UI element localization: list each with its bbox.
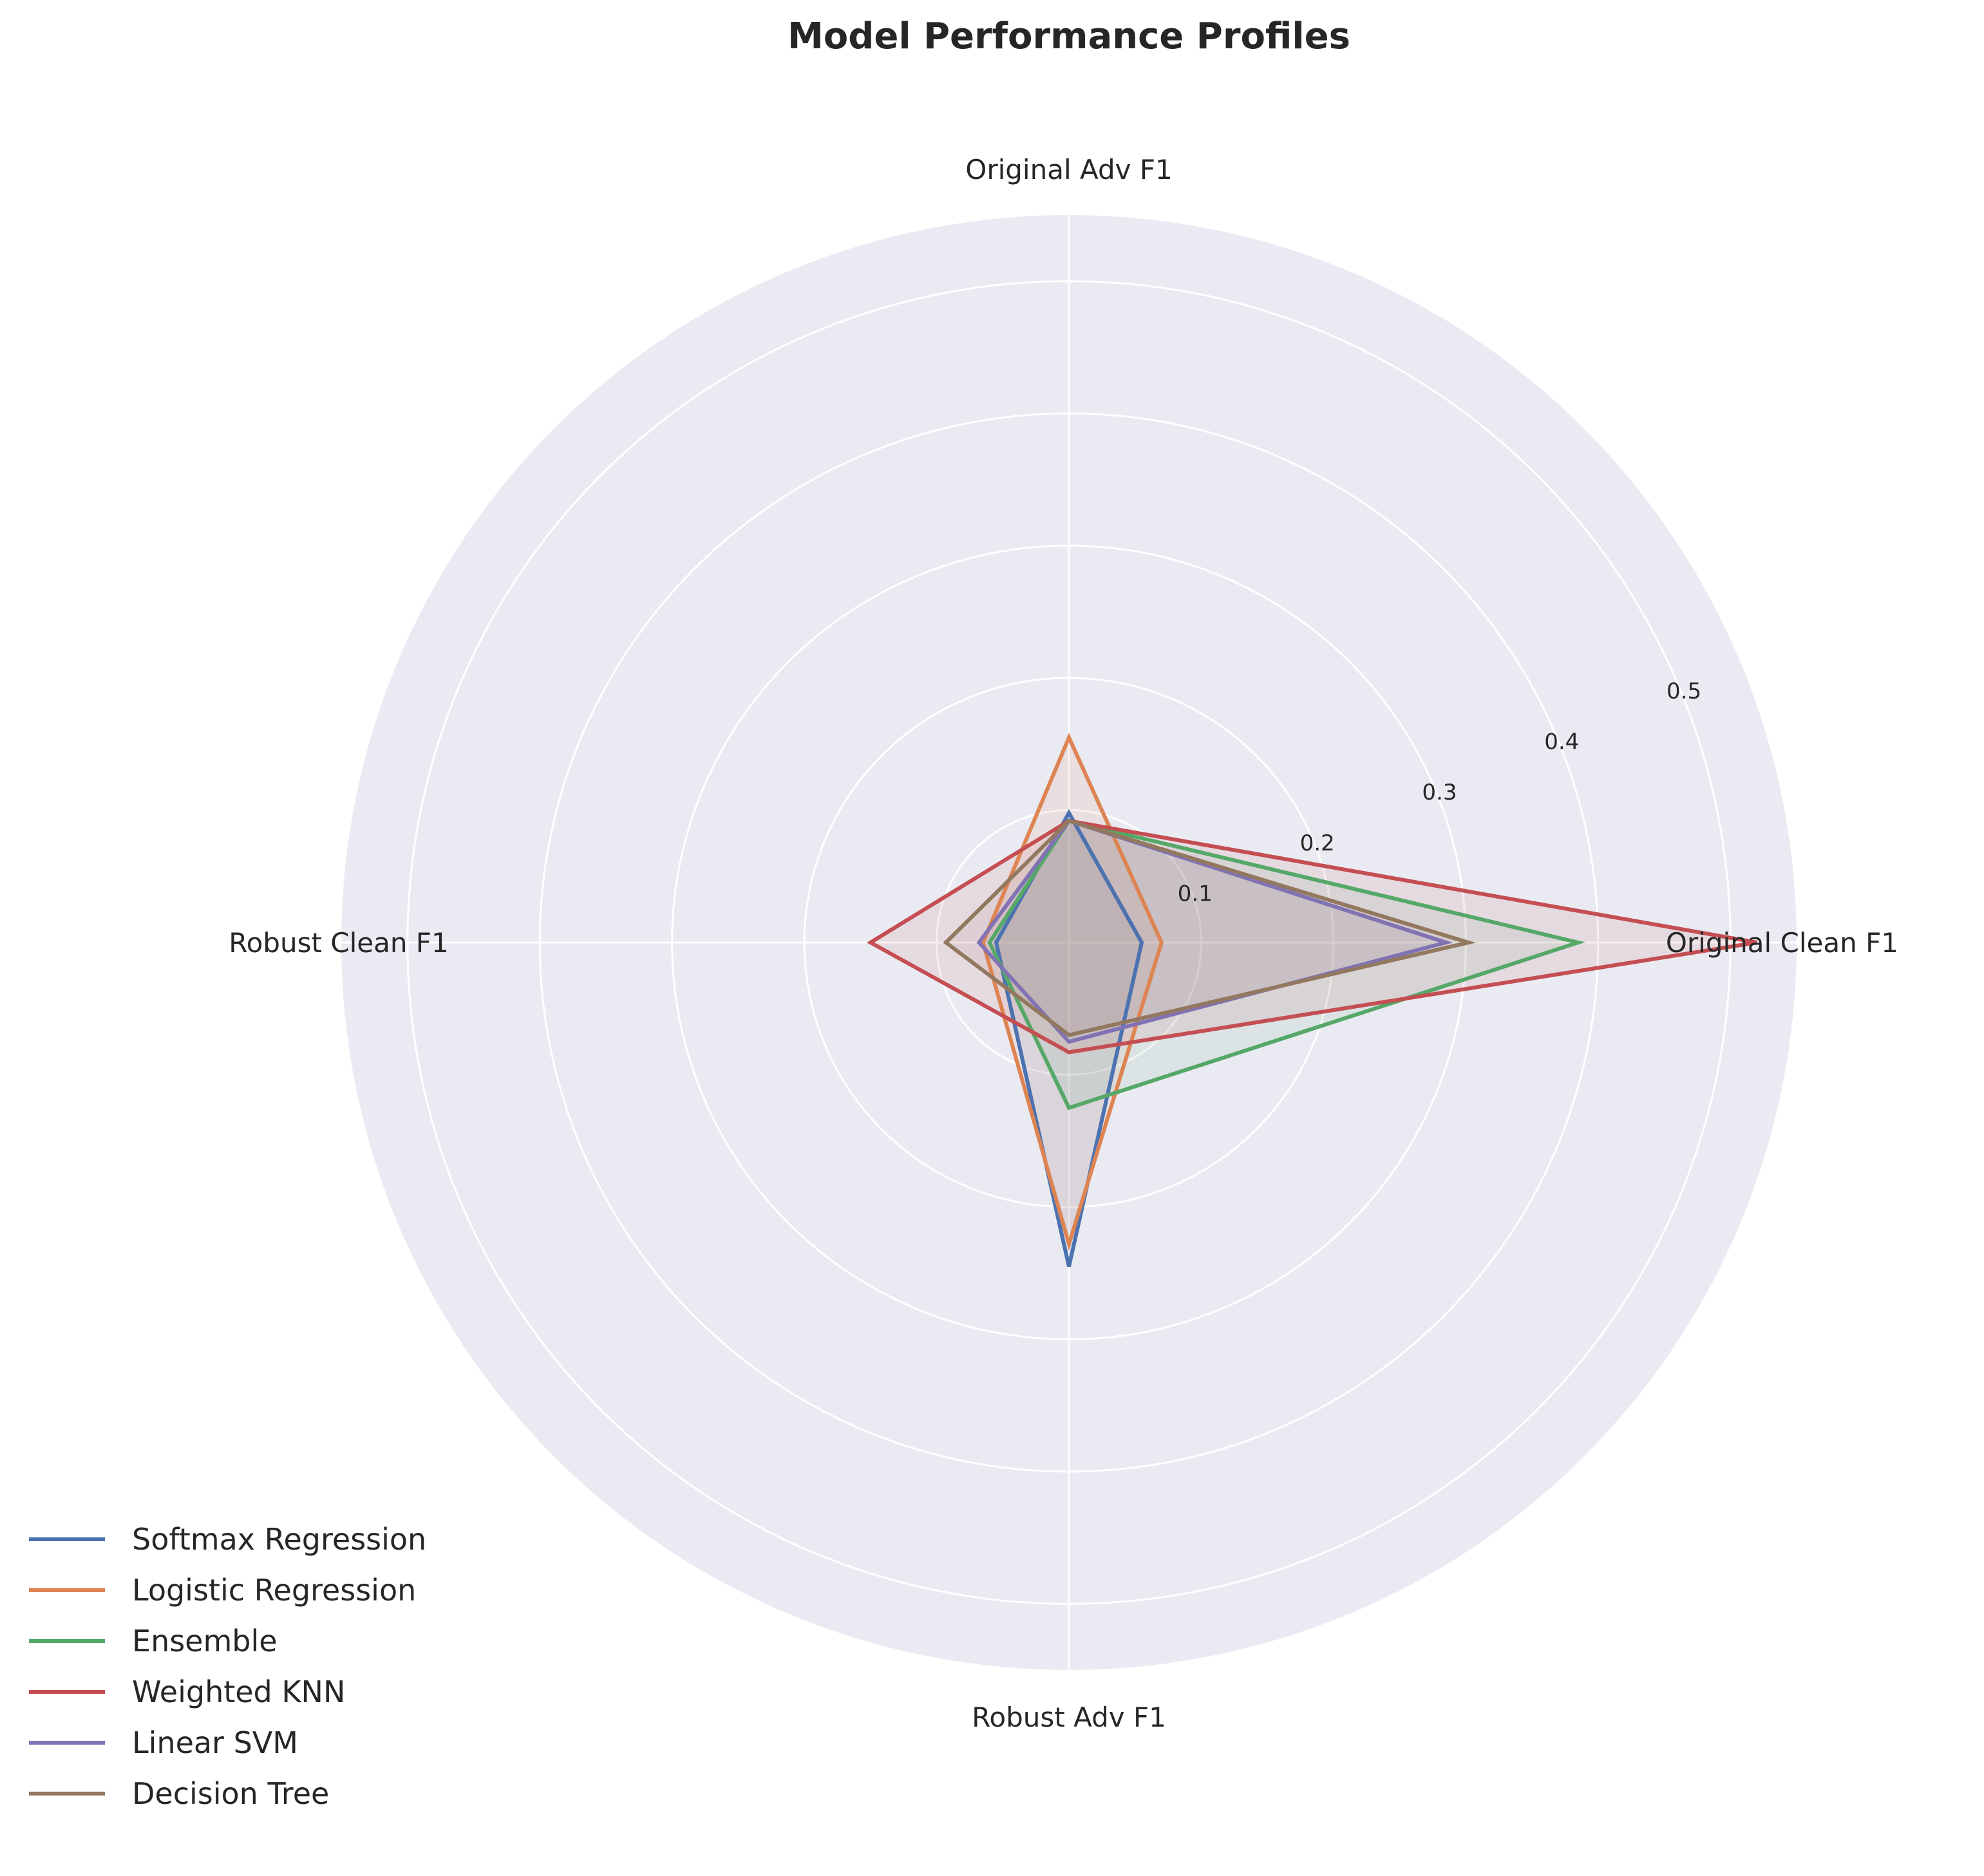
legend: Softmax Regression Logistic Regression Ens…: [29, 1522, 426, 1811]
axis-label-1: Original Clean F1: [1666, 927, 1898, 959]
radial-tick-label-1: 0.1: [1178, 881, 1213, 906]
series-fill-4: [870, 821, 1757, 1053]
axis-label-2: Original Adv F1: [965, 154, 1172, 185]
radial-tick-labels: 0.1 0.2 0.3 0.4 0.5: [1178, 679, 1701, 906]
series-line-5: [976, 818, 1453, 1044]
legend-label-4: Weighted KNN: [132, 1674, 345, 1709]
series-fill-3: [989, 821, 1578, 1108]
series-line-2: [981, 732, 1164, 1251]
axis-label-4: Robust Adv F1: [972, 1702, 1166, 1733]
radial-tick-label-3: 0.3: [1422, 780, 1457, 805]
legend-label-3: Ensemble: [132, 1624, 278, 1658]
legend-label-6: Decision Tree: [132, 1776, 329, 1811]
series-line-3: [987, 818, 1586, 1111]
chart-title: Model Performance Profiles: [788, 15, 1350, 57]
radial-tick-label-2: 0.2: [1300, 830, 1335, 856]
radial-tick-label-5: 0.5: [1667, 679, 1701, 704]
legend-label-2: Logistic Regression: [132, 1573, 416, 1608]
grid: [341, 215, 1797, 1670]
series-line-4: [866, 818, 1757, 1055]
legend-label-5: Linear SVM: [132, 1725, 298, 1760]
series-fill-6: [945, 821, 1469, 1035]
axis-label-3: Robust Clean F1: [229, 927, 448, 959]
series-fill-5: [979, 821, 1446, 1042]
series-line-6: [943, 818, 1477, 1038]
legend-label-1: Softmax Regression: [132, 1522, 426, 1557]
series-group: [866, 732, 1757, 1268]
radial-tick-label-4: 0.4: [1544, 729, 1579, 755]
axis-labels: Original Clean F1 Original Adv F1 Robust C…: [229, 154, 1898, 1733]
